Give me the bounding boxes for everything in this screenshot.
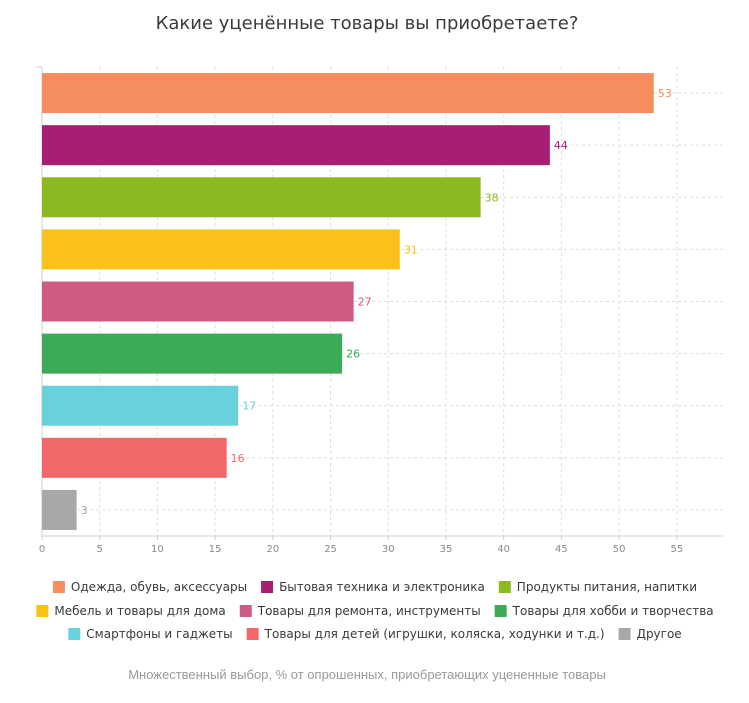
- x-tick-label: 0: [39, 544, 45, 555]
- legend-item: Смартфоны и гаджеты: [68, 627, 233, 641]
- legend-item: Товары для хобби и творчества: [494, 604, 714, 618]
- legend-item: Другое: [618, 627, 682, 641]
- x-tick-label: 55: [670, 544, 683, 555]
- legend-label: Одежда, обувь, аксессуары: [71, 580, 247, 594]
- bar: [42, 281, 354, 322]
- legend-swatch: [239, 605, 252, 617]
- bar: [42, 73, 654, 114]
- legend-swatch: [261, 581, 274, 593]
- data-label: 38: [485, 191, 499, 204]
- legend-label: Товары для детей (игрушки, коляска, ходу…: [264, 627, 605, 641]
- bar: [42, 489, 77, 530]
- data-label: 17: [242, 400, 256, 413]
- data-labels: 53 44 38 31 27 26 17 16 3: [81, 87, 672, 517]
- x-tick-label: 15: [209, 544, 222, 555]
- x-tick-label: 5: [97, 544, 103, 555]
- legend-label: Товары для ремонта, инструменты: [257, 604, 481, 618]
- legend-label: Мебель и товары для дома: [54, 604, 225, 618]
- x-tick-label: 40: [497, 544, 510, 555]
- legend-item: Товары для ремонта, инструменты: [239, 604, 481, 618]
- x-tick-label: 30: [382, 544, 395, 555]
- legend-item: Одежда, обувь, аксессуары: [52, 580, 247, 594]
- legend: Одежда, обувь, аксессуары Бытовая техника…: [36, 580, 714, 641]
- x-axis-ticks: 0 5 10 15 20 25 30 35 40 45 50 55: [39, 536, 683, 555]
- legend-swatch: [246, 628, 259, 640]
- legend-swatch: [498, 581, 511, 593]
- chart-note: Множественный выбор, % от опрошенных, пр…: [128, 667, 606, 682]
- legend-item: Бытовая техника и электроника: [261, 580, 485, 594]
- data-label: 16: [231, 452, 245, 465]
- bar: [42, 229, 400, 270]
- legend-swatch: [52, 581, 65, 593]
- legend-label: Товары для хобби и творчества: [512, 604, 714, 618]
- data-label: 44: [554, 139, 568, 152]
- bars: [42, 73, 654, 530]
- legend-swatch: [68, 628, 81, 640]
- data-label: 27: [358, 296, 372, 309]
- legend-item: Товары для детей (игрушки, коляска, ходу…: [246, 627, 605, 641]
- x-tick-label: 35: [440, 544, 453, 555]
- x-tick-label: 25: [324, 544, 337, 555]
- legend-label: Бытовая техника и электроника: [279, 580, 485, 594]
- bar: [42, 333, 343, 374]
- legend-label: Другое: [637, 627, 682, 641]
- bar: [42, 437, 227, 478]
- bar: [42, 125, 550, 166]
- legend-swatch: [618, 628, 631, 640]
- chart-title: Какие уценённые товары вы приобретаете?: [156, 13, 579, 34]
- bar: [42, 385, 239, 426]
- x-tick-label: 10: [151, 544, 164, 555]
- x-tick-label: 50: [613, 544, 626, 555]
- legend-swatch: [494, 605, 507, 617]
- legend-item: Продукты питания, напитки: [498, 580, 697, 594]
- legend-label: Смартфоны и гаджеты: [86, 627, 232, 641]
- x-tick-label: 45: [555, 544, 568, 555]
- legend-item: Мебель и товары для дома: [36, 604, 226, 618]
- bar: [42, 177, 481, 218]
- data-label: 26: [346, 348, 360, 361]
- data-label: 3: [81, 504, 88, 517]
- legend-label: Продукты питания, напитки: [517, 580, 697, 594]
- data-label: 53: [658, 87, 672, 100]
- legend-swatch: [36, 605, 49, 617]
- x-tick-label: 20: [266, 544, 279, 555]
- data-label: 31: [404, 243, 418, 256]
